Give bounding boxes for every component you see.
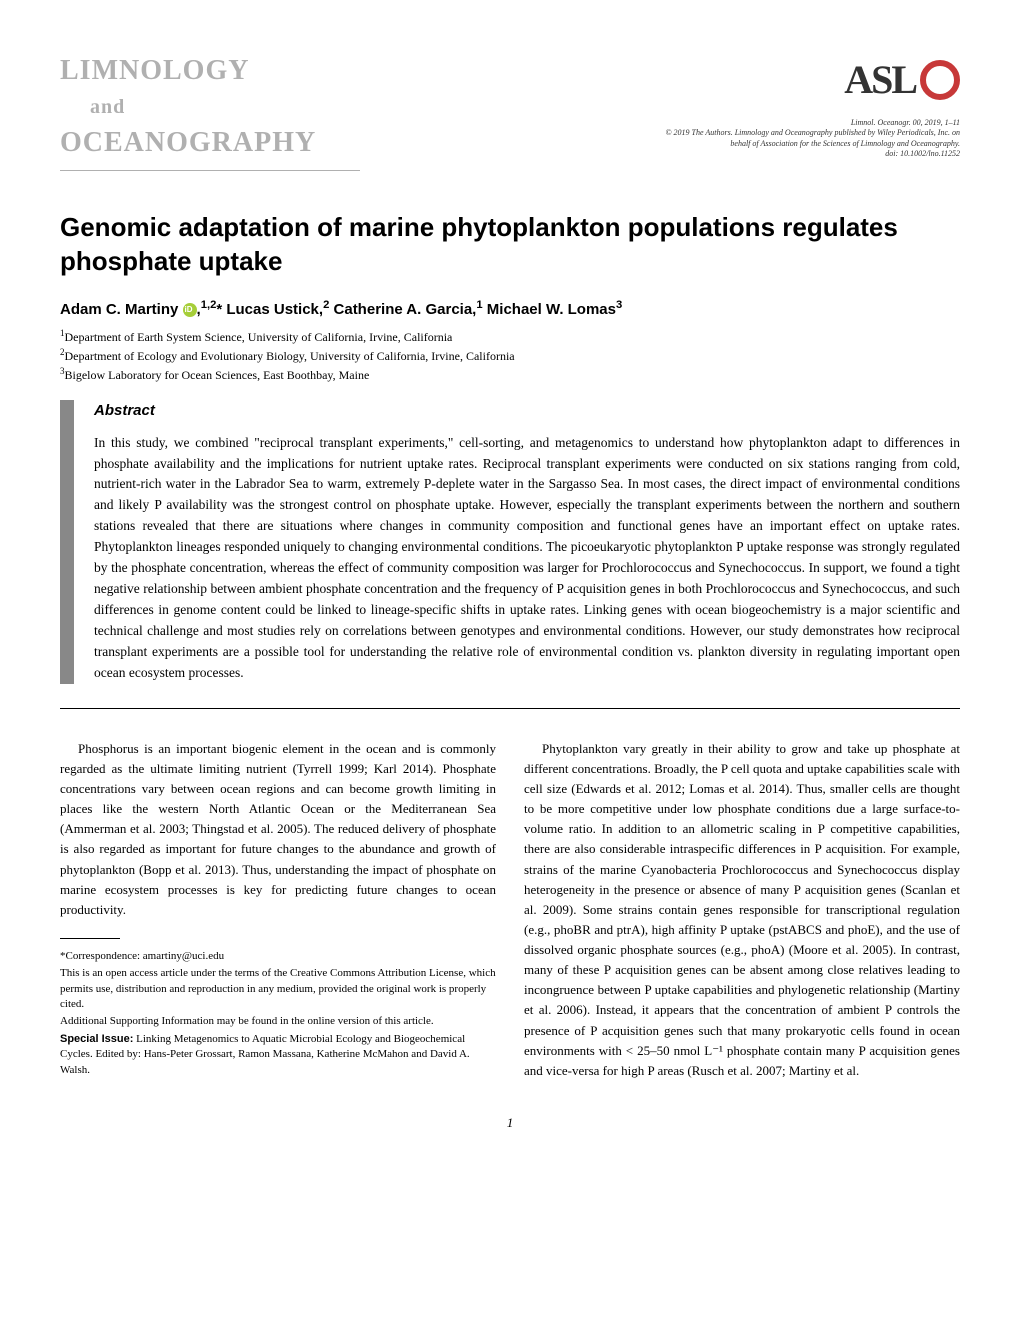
- aslo-circle-icon: [920, 60, 960, 100]
- footnote-correspondence: *Correspondence: amartiny@uci.edu: [60, 949, 496, 964]
- abstract-row: Abstract In this study, we combined "rec…: [60, 400, 960, 684]
- abstract-content: Abstract In this study, we combined "rec…: [94, 400, 960, 684]
- affiliations: 1Department of Earth System Science, Uni…: [60, 327, 960, 384]
- affiliation-2-text: Department of Ecology and Evolutionary B…: [65, 349, 515, 363]
- abstract-text: In this study, we combined "reciprocal t…: [94, 433, 960, 684]
- author-3-sup: 1: [476, 299, 482, 311]
- author-3: Catherine A. Garcia,: [334, 301, 477, 318]
- abstract-sidebar: [60, 400, 74, 684]
- citation-line2: © 2019 The Authors. Limnology and Oceano…: [665, 128, 960, 138]
- citation-line3: behalf of Association for the Sciences o…: [665, 139, 960, 149]
- affiliation-3-text: Bigelow Laboratory for Ocean Sciences, E…: [65, 368, 370, 382]
- abstract-section: Abstract In this study, we combined "rec…: [60, 400, 960, 709]
- citation-line4: doi: 10.1002/lno.11252: [665, 149, 960, 159]
- abstract-heading: Abstract: [94, 400, 960, 423]
- orcid-icon: [183, 303, 197, 317]
- author-4-sup: 3: [616, 299, 622, 311]
- article-title: Genomic adaptation of marine phytoplankt…: [60, 211, 960, 279]
- left-paragraph-1: Phosphorus is an important biogenic elem…: [60, 739, 496, 920]
- right-paragraph-1: Phytoplankton vary greatly in their abil…: [524, 739, 960, 1081]
- header-row: LIMNOLOGY and OCEANOGRAPHY ASL Limnol. O…: [60, 50, 960, 171]
- aslo-logo: ASL: [844, 50, 960, 110]
- body-columns: Phosphorus is an important biogenic elem…: [60, 739, 960, 1083]
- affiliation-1: 1Department of Earth System Science, Uni…: [60, 327, 960, 346]
- citation-line1: Limnol. Oceanogr. 00, 2019, 1–11: [665, 118, 960, 128]
- special-issue-label: Special Issue:: [60, 1033, 133, 1045]
- authors-row: Adam C. Martiny ,1,2* Lucas Ustick,2 Cat…: [60, 297, 960, 322]
- author-2-sup: 2: [323, 299, 329, 311]
- journal-logo-underline: [60, 170, 360, 171]
- footnote-rule: [60, 938, 120, 939]
- right-column: Phytoplankton vary greatly in their abil…: [524, 739, 960, 1083]
- aslo-text: ASL: [844, 50, 916, 110]
- author-1-star: *: [216, 301, 222, 318]
- publisher-block: ASL Limnol. Oceanogr. 00, 2019, 1–11 © 2…: [665, 50, 960, 160]
- footnote-special-issue: Special Issue: Linking Metagenomics to A…: [60, 1032, 496, 1078]
- abstract-divider: [60, 708, 960, 709]
- author-1-sup: 1,2: [201, 299, 217, 311]
- journal-logo: LIMNOLOGY and OCEANOGRAPHY: [60, 50, 360, 171]
- left-column: Phosphorus is an important biogenic elem…: [60, 739, 496, 1083]
- journal-logo-line2: and: [60, 92, 360, 122]
- page-number: 1: [60, 1113, 960, 1133]
- affiliation-2: 2Department of Ecology and Evolutionary …: [60, 346, 960, 365]
- footnote-supporting: Additional Supporting Information may be…: [60, 1014, 496, 1029]
- journal-logo-line3: OCEANOGRAPHY: [60, 122, 360, 164]
- author-2: Lucas Ustick,: [226, 301, 323, 318]
- footnote-open-access: This is an open access article under the…: [60, 966, 496, 1012]
- author-4: Michael W. Lomas: [487, 301, 616, 318]
- author-1: Adam C. Martiny: [60, 301, 183, 318]
- affiliation-3: 3Bigelow Laboratory for Ocean Sciences, …: [60, 365, 960, 384]
- affiliation-1-text: Department of Earth System Science, Univ…: [65, 330, 453, 344]
- citation-block: Limnol. Oceanogr. 00, 2019, 1–11 © 2019 …: [665, 118, 960, 160]
- journal-logo-line1: LIMNOLOGY: [60, 50, 360, 92]
